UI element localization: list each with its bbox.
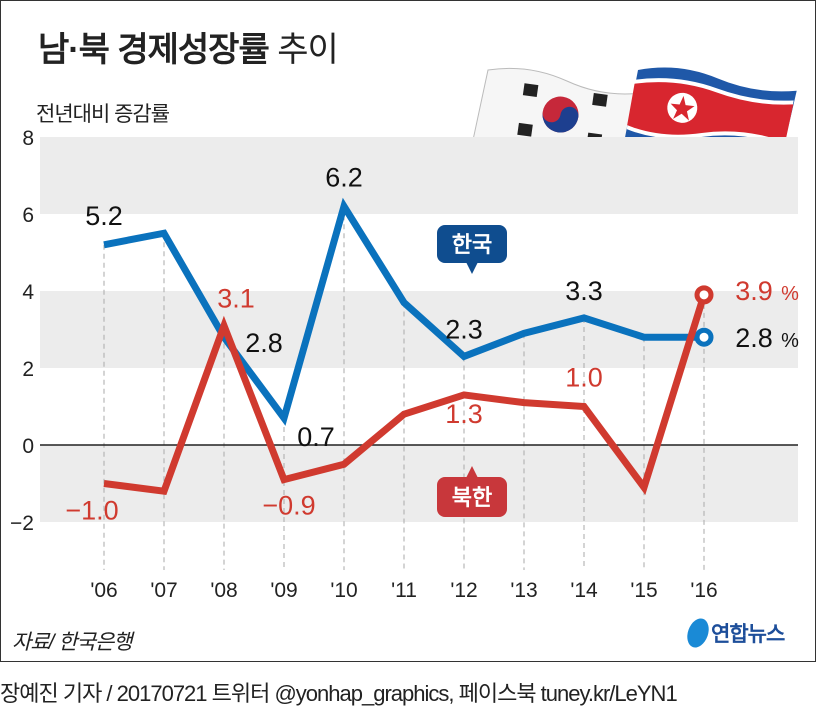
data-point [694, 285, 714, 305]
grid-band [40, 291, 798, 368]
credit-line: 장예진 기자 / 20170721 트위터 @yonhap_graphics, … [0, 681, 678, 706]
logo-text: 연합뉴스 [711, 623, 785, 646]
y-tick-label: 0 [22, 435, 34, 458]
x-tick-label: '15 [630, 579, 657, 602]
source-note: 자료/ 한국은행 [12, 631, 133, 654]
south-data-label: 0.7 [297, 422, 335, 452]
south-data-label: 6.2 [325, 162, 363, 192]
data-point [694, 327, 714, 347]
south-data-label: 5.2 [85, 201, 123, 231]
grid-band [40, 445, 798, 522]
x-tick-label: '06 [90, 579, 117, 602]
chart-title: 남·북 경제성장률 추이 [38, 31, 339, 69]
north-data-label: 3.9 [735, 276, 773, 306]
x-tick-label: '09 [270, 579, 297, 602]
north-data-label: −1.0 [65, 496, 118, 526]
x-tick-label: '16 [690, 579, 717, 602]
y-tick-label: 6 [22, 204, 34, 227]
south-data-label: 3.3 [565, 276, 603, 306]
x-tick-label: '11 [391, 579, 417, 602]
yonhap-logo: 연합뉴스 [683, 615, 785, 651]
north-series-label: 북한 [452, 485, 492, 510]
y-tick-label: −2 [10, 512, 34, 535]
north-korea-flag [624, 67, 797, 156]
north-data-label: 1.3 [445, 399, 483, 429]
south-data-label: 2.8 [245, 328, 283, 358]
south-data-label: 2.3 [445, 314, 483, 344]
grid-band [40, 137, 798, 214]
chart-frame [0, 0, 816, 662]
x-tick-label: '14 [570, 579, 598, 602]
unit-label: % [781, 283, 799, 305]
x-tick-label: '12 [450, 579, 477, 602]
x-tick-label: '08 [210, 579, 237, 602]
x-tick-label: '10 [330, 579, 357, 602]
y-axis-label: 전년대비 증감률 [36, 103, 170, 126]
north-data-label: 1.0 [565, 363, 603, 393]
north-series-tag: 북한 [437, 466, 507, 517]
unit-label: % [781, 330, 799, 352]
south-series-tag: 한국 [437, 225, 507, 274]
y-tick-label: 8 [22, 127, 34, 150]
y-tick-label: 4 [22, 281, 34, 304]
south-data-label: 2.8 [735, 323, 773, 353]
logo-mark-icon [683, 615, 713, 651]
south-korea-line [103, 197, 704, 426]
south-series-label: 한국 [452, 232, 492, 257]
x-tick-label: '13 [510, 579, 537, 602]
north-data-label: 3.1 [217, 284, 255, 314]
north-data-label: −0.9 [262, 491, 315, 521]
y-tick-label: 2 [22, 358, 34, 381]
north-korea-line [103, 293, 708, 496]
x-tick-label: '07 [150, 579, 177, 602]
